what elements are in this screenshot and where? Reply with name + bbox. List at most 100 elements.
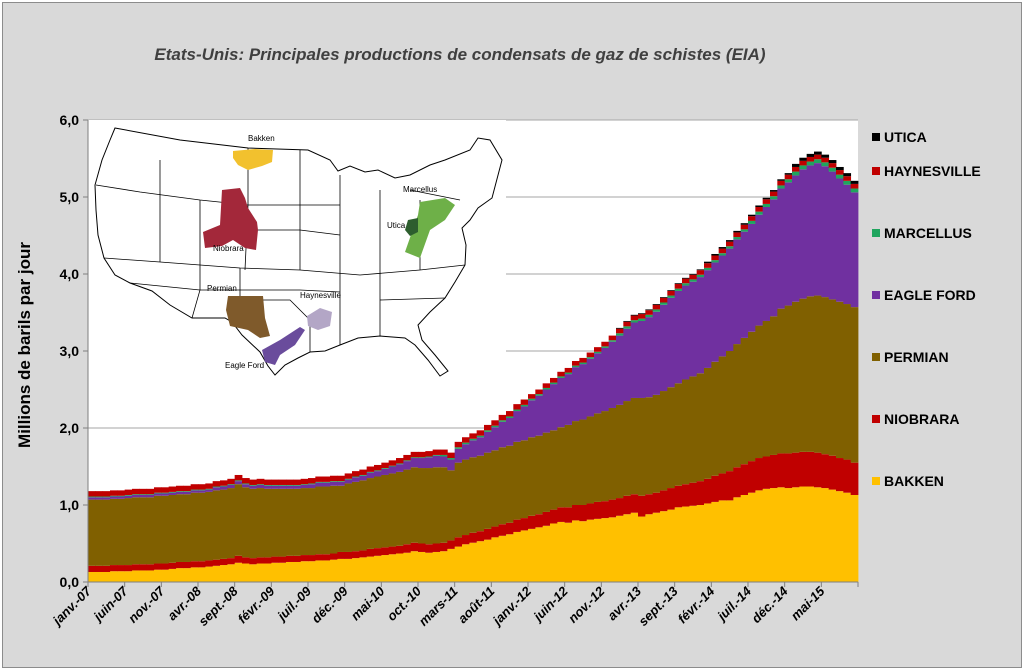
- bar-permian: [623, 401, 632, 496]
- bar-eagle-ford: [601, 347, 610, 412]
- bar-niobrara: [601, 501, 610, 519]
- bar-bakken: [388, 554, 397, 582]
- bar-bakken: [381, 555, 390, 582]
- bar-haynesville: [535, 389, 544, 395]
- bar-niobrara: [286, 555, 294, 562]
- bar-eagle-ford: [506, 417, 514, 446]
- bar-niobrara: [762, 456, 771, 489]
- bar-haynesville: [88, 491, 96, 497]
- bar-eagle-ford: [513, 411, 522, 442]
- bar-bakken: [762, 488, 771, 582]
- bar-marcellus: [762, 203, 771, 208]
- bar-haynesville: [190, 484, 199, 490]
- bar-marcellus: [447, 458, 456, 460]
- bar-marcellus: [821, 162, 830, 167]
- bar-haynesville: [102, 491, 111, 497]
- bar-bakken: [506, 534, 514, 582]
- bar-niobrara: [183, 561, 192, 569]
- bar-haynesville: [689, 274, 698, 280]
- bar-bakken: [410, 551, 419, 582]
- bar-bakken: [520, 530, 529, 582]
- map-label-marcellus: Marcellus: [403, 185, 437, 194]
- legend-swatch: [872, 415, 880, 423]
- bar-niobrara: [176, 561, 184, 569]
- bar-bakken: [249, 564, 258, 582]
- bar-haynesville: [770, 191, 778, 197]
- bar-eagle-ford: [139, 494, 148, 498]
- bar-haynesville: [403, 454, 412, 461]
- legend-swatch: [872, 229, 880, 237]
- bar-permian: [638, 397, 646, 496]
- bar-haynesville: [755, 207, 764, 212]
- bar-marcellus: [359, 474, 368, 476]
- bar-bakken: [645, 514, 654, 582]
- bar-marcellus: [212, 486, 221, 488]
- legend-label: HAYNESVILLE: [884, 163, 981, 179]
- bar-permian: [476, 455, 485, 532]
- bar-permian: [161, 495, 170, 564]
- bar-eagle-ford: [726, 248, 734, 351]
- bar-permian: [660, 391, 668, 491]
- bar-marcellus: [784, 179, 793, 183]
- bar-eagle-ford: [190, 490, 199, 493]
- bar-haynesville: [469, 433, 478, 439]
- bar-bakken: [183, 568, 192, 582]
- bar-eagle-ford: [388, 466, 397, 474]
- bar-permian: [652, 394, 661, 493]
- bar-marcellus: [828, 167, 837, 172]
- bar-permian: [440, 467, 448, 543]
- bar-niobrara: [198, 561, 206, 568]
- bar-utica: [806, 153, 815, 157]
- bar-marcellus: [484, 430, 492, 432]
- bar-eagle-ford: [403, 461, 412, 470]
- bar-marcellus: [498, 420, 507, 422]
- bar-marcellus: [542, 387, 551, 390]
- bar-haynesville: [623, 321, 632, 327]
- bar-permian: [278, 488, 287, 557]
- bar-eagle-ford: [322, 482, 331, 487]
- bar-permian: [205, 491, 214, 561]
- bar-niobrara: [799, 451, 808, 487]
- bar-bakken: [623, 514, 632, 582]
- bar-eagle-ford: [256, 484, 265, 489]
- bar-permian: [447, 470, 456, 541]
- bar-haynesville: [484, 424, 492, 431]
- bar-marcellus: [388, 465, 397, 467]
- bar-bakken: [814, 487, 822, 582]
- bar-permian: [572, 421, 580, 505]
- bar-permian: [102, 499, 111, 566]
- bar-eagle-ford: [462, 444, 470, 460]
- bar-haynesville: [139, 488, 148, 495]
- bar-haynesville: [256, 478, 265, 485]
- bar-eagle-ford: [828, 171, 837, 300]
- bar-permian: [234, 484, 243, 556]
- bar-marcellus: [88, 496, 96, 498]
- bar-niobrara: [337, 551, 346, 559]
- bar-bakken: [205, 566, 214, 582]
- bar-bakken: [718, 500, 727, 582]
- bar-marcellus: [535, 394, 544, 396]
- bar-bakken: [652, 512, 661, 582]
- bar-niobrara: [667, 488, 676, 510]
- bar-marcellus: [792, 171, 800, 176]
- bar-permian: [579, 419, 588, 505]
- bar-marcellus: [249, 484, 258, 486]
- bar-eagle-ford: [293, 485, 302, 489]
- bar-niobrara: [344, 551, 353, 559]
- bar-permian: [425, 468, 434, 545]
- bar-haynesville: [205, 483, 214, 489]
- bar-haynesville: [271, 479, 280, 485]
- x-tick-label: nov.-07: [125, 583, 168, 626]
- bar-bakken: [711, 501, 720, 582]
- bar-permian: [696, 373, 705, 482]
- bar-haynesville: [843, 176, 852, 181]
- bar-eagle-ford: [102, 497, 111, 500]
- bar-niobrara: [572, 505, 580, 521]
- bar-haynesville: [476, 430, 485, 436]
- bar-niobrara: [256, 557, 265, 564]
- bar-niobrara: [469, 532, 478, 543]
- bar-niobrara: [557, 507, 566, 522]
- bar-bakken: [454, 546, 463, 582]
- bar-niobrara: [535, 514, 544, 528]
- bar-niobrara: [740, 464, 749, 495]
